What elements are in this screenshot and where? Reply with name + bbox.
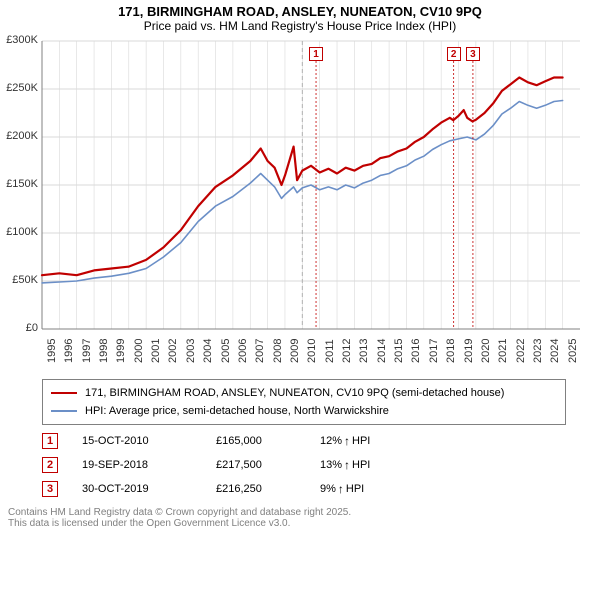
marker-delta-suffix: HPI <box>352 459 370 471</box>
marker-delta-pct: 9% <box>320 483 336 495</box>
marker-date: 30-OCT-2019 <box>82 483 192 495</box>
footer: Contains HM Land Registry data © Crown c… <box>8 507 592 529</box>
legend-label-hpi: HPI: Average price, semi-detached house,… <box>85 405 389 417</box>
marker-delta-pct: 12% <box>320 435 342 447</box>
marker-index-box: 1 <box>42 433 58 449</box>
x-tick-label: 2015 <box>393 339 405 363</box>
marker-table: 1 15-OCT-2010 £165,000 12% ↑ HPI 2 19-SE… <box>42 429 566 501</box>
x-tick-label: 2013 <box>358 339 370 363</box>
marker-delta: 12% ↑ HPI <box>320 434 370 448</box>
titles: 171, BIRMINGHAM ROAD, ANSLEY, NUNEATON, … <box>0 0 600 33</box>
x-tick-label: 2016 <box>410 339 422 363</box>
marker-date: 19-SEP-2018 <box>82 459 192 471</box>
footer-line1: Contains HM Land Registry data © Crown c… <box>8 507 592 518</box>
chart-area: £0£50K£100K£150K£200K£250K£300K 19951996… <box>0 33 600 373</box>
legend-row: 171, BIRMINGHAM ROAD, ANSLEY, NUNEATON, … <box>51 384 557 402</box>
marker-delta: 9% ↑ HPI <box>320 482 364 496</box>
marker-delta-suffix: HPI <box>352 435 370 447</box>
arrow-up-icon: ↑ <box>344 458 350 472</box>
marker-price: £165,000 <box>216 435 296 447</box>
x-tick-label: 2007 <box>254 339 266 363</box>
marker-row: 2 19-SEP-2018 £217,500 13% ↑ HPI <box>42 453 566 477</box>
chart-marker-box: 3 <box>466 47 480 61</box>
marker-delta-suffix: HPI <box>346 483 364 495</box>
x-tick-label: 1996 <box>63 339 75 363</box>
title-address: 171, BIRMINGHAM ROAD, ANSLEY, NUNEATON, … <box>0 4 600 19</box>
legend-row: HPI: Average price, semi-detached house,… <box>51 402 557 420</box>
marker-index-box: 2 <box>42 457 58 473</box>
x-tick-label: 2000 <box>133 339 145 363</box>
legend-box: 171, BIRMINGHAM ROAD, ANSLEY, NUNEATON, … <box>42 379 566 425</box>
x-tick-label: 2014 <box>376 339 388 363</box>
x-tick-label: 2003 <box>185 339 197 363</box>
x-tick-label: 2020 <box>480 339 492 363</box>
x-tick-label: 1995 <box>46 339 58 363</box>
footer-line2: This data is licensed under the Open Gov… <box>8 518 592 529</box>
x-tick-label: 2023 <box>532 339 544 363</box>
x-tick-label: 2010 <box>306 339 318 363</box>
x-tick-label: 2018 <box>445 339 457 363</box>
x-tick-label: 2012 <box>341 339 353 363</box>
x-tick-label: 2019 <box>463 339 475 363</box>
marker-price: £217,500 <box>216 459 296 471</box>
line-chart-svg <box>0 33 600 373</box>
x-tick-label: 1997 <box>81 339 93 363</box>
marker-price: £216,250 <box>216 483 296 495</box>
chart-marker-box: 1 <box>309 47 323 61</box>
y-tick-label: £150K <box>0 178 38 190</box>
arrow-up-icon: ↑ <box>338 482 344 496</box>
x-tick-label: 1999 <box>115 339 127 363</box>
x-tick-label: 2024 <box>549 339 561 363</box>
marker-index-box: 3 <box>42 481 58 497</box>
chart-container: 171, BIRMINGHAM ROAD, ANSLEY, NUNEATON, … <box>0 0 600 590</box>
marker-delta: 13% ↑ HPI <box>320 458 370 472</box>
y-tick-label: £100K <box>0 226 38 238</box>
x-tick-label: 2006 <box>237 339 249 363</box>
title-subtitle: Price paid vs. HM Land Registry's House … <box>0 19 600 33</box>
x-tick-label: 2004 <box>202 339 214 363</box>
y-tick-label: £50K <box>0 274 38 286</box>
legend-swatch-hpi <box>51 410 77 412</box>
x-tick-label: 2017 <box>428 339 440 363</box>
x-tick-label: 2022 <box>515 339 527 363</box>
x-tick-label: 2025 <box>567 339 579 363</box>
x-tick-label: 1998 <box>98 339 110 363</box>
marker-delta-pct: 13% <box>320 459 342 471</box>
x-tick-label: 2009 <box>289 339 301 363</box>
legend-swatch-price-paid <box>51 392 77 395</box>
x-tick-label: 2001 <box>150 339 162 363</box>
x-tick-label: 2008 <box>272 339 284 363</box>
y-tick-label: £200K <box>0 130 38 142</box>
arrow-up-icon: ↑ <box>344 434 350 448</box>
x-tick-label: 2011 <box>324 339 336 363</box>
marker-row: 3 30-OCT-2019 £216,250 9% ↑ HPI <box>42 477 566 501</box>
y-tick-label: £250K <box>0 82 38 94</box>
marker-row: 1 15-OCT-2010 £165,000 12% ↑ HPI <box>42 429 566 453</box>
x-tick-label: 2005 <box>220 339 232 363</box>
legend-label-price-paid: 171, BIRMINGHAM ROAD, ANSLEY, NUNEATON, … <box>85 387 504 399</box>
marker-date: 15-OCT-2010 <box>82 435 192 447</box>
x-axis-labels: 1995 1996 1997 1998 1999 2000 2001 2002 2003 2004… <box>0 327 600 373</box>
x-tick-label: 2021 <box>497 339 509 363</box>
y-tick-label: £300K <box>0 34 38 46</box>
x-tick-label: 2002 <box>167 339 179 363</box>
chart-marker-box: 2 <box>447 47 461 61</box>
